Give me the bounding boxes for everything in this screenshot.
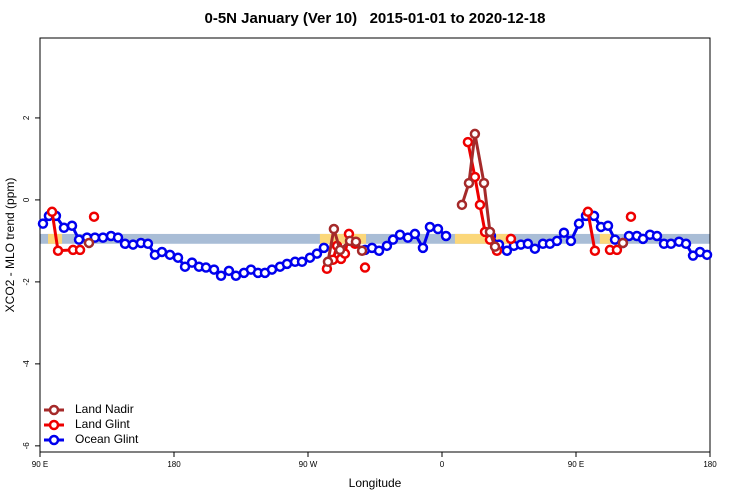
data-point — [440, 230, 452, 242]
data-point — [484, 226, 496, 238]
data-point — [296, 256, 308, 268]
data-point — [66, 220, 78, 231]
data-point — [172, 252, 184, 263]
data-point — [505, 233, 517, 245]
legend-marker — [48, 404, 60, 416]
x-tick-label: 0 — [440, 460, 445, 469]
data-point — [529, 243, 541, 254]
legend-label: Land Nadir — [75, 402, 134, 416]
legend-label: Ocean Glint — [75, 432, 139, 446]
data-point — [52, 245, 64, 256]
data-point — [602, 220, 614, 231]
legend-marker — [48, 419, 60, 431]
reference-band — [40, 233, 710, 244]
chart-title: 0-5N January (Ver 10) 2015-01-01 to 2020… — [204, 10, 545, 27]
data-point — [142, 238, 154, 250]
data-point — [46, 206, 58, 218]
data-point — [97, 232, 109, 243]
data-point — [318, 242, 330, 254]
data-point — [469, 128, 481, 140]
data-point — [489, 241, 501, 252]
data-point — [558, 227, 570, 238]
data-point — [589, 245, 601, 256]
data-point — [328, 223, 340, 235]
data-point — [573, 218, 585, 229]
data-point — [474, 199, 486, 211]
data-point — [701, 249, 713, 261]
data-point — [611, 244, 623, 256]
x-tick-label: 180 — [167, 460, 181, 469]
data-point — [456, 199, 468, 211]
data-point — [359, 262, 371, 273]
y-tick-label: -6 — [22, 442, 31, 450]
data-point — [409, 228, 421, 240]
data-point — [625, 211, 637, 222]
y-axis-label: XCO2 - MLO trend (ppm) — [3, 178, 17, 313]
data-point — [83, 237, 95, 249]
x-axis-label: Longitude — [349, 476, 402, 490]
y-tick-label: 2 — [22, 115, 31, 120]
plot-frame — [39, 37, 711, 453]
x-tick-label: 90 W — [299, 460, 318, 469]
x-tick-label: 180 — [703, 460, 717, 469]
data-point — [73, 234, 85, 245]
band-highlight — [48, 233, 63, 244]
data-point — [223, 265, 235, 277]
data-point — [501, 245, 513, 256]
data-point — [551, 235, 563, 247]
data-point — [565, 235, 577, 247]
data-point — [322, 256, 334, 268]
data-point — [88, 211, 100, 222]
data-point — [373, 245, 385, 256]
y-tick-label: -2 — [22, 278, 31, 286]
data-point — [680, 238, 692, 250]
band-highlight — [319, 233, 367, 244]
data-point — [417, 242, 429, 254]
data-point — [432, 223, 444, 235]
data-point — [119, 238, 131, 250]
band-highlight — [454, 233, 508, 244]
data-point — [387, 234, 399, 245]
legend-label: Land Glint — [75, 417, 130, 431]
data-point — [665, 238, 677, 250]
data-point — [281, 258, 293, 270]
legend-marker — [48, 434, 60, 446]
data-point — [215, 270, 227, 281]
data-point — [208, 264, 220, 275]
data-point — [74, 244, 86, 256]
data-point — [200, 262, 212, 273]
data-point — [350, 236, 362, 247]
data-point — [112, 232, 124, 243]
y-tick-label: -4 — [22, 360, 31, 368]
band-highlight — [599, 233, 614, 244]
data-point — [463, 177, 475, 189]
x-tick-label: 90 E — [568, 460, 584, 469]
data-point — [478, 177, 490, 189]
data-point — [334, 244, 346, 256]
data-point — [617, 237, 629, 249]
data-point — [462, 136, 474, 148]
data-point — [37, 218, 49, 229]
data-point — [424, 221, 436, 233]
data-point — [582, 206, 594, 218]
y-tick-label: 0 — [22, 197, 31, 202]
data-point — [356, 245, 368, 256]
data-point — [311, 248, 323, 259]
x-tick-label: 90 E — [32, 460, 48, 469]
data-point — [58, 222, 70, 234]
data-point — [381, 240, 393, 252]
data-point — [522, 238, 534, 250]
data-point — [651, 230, 663, 242]
